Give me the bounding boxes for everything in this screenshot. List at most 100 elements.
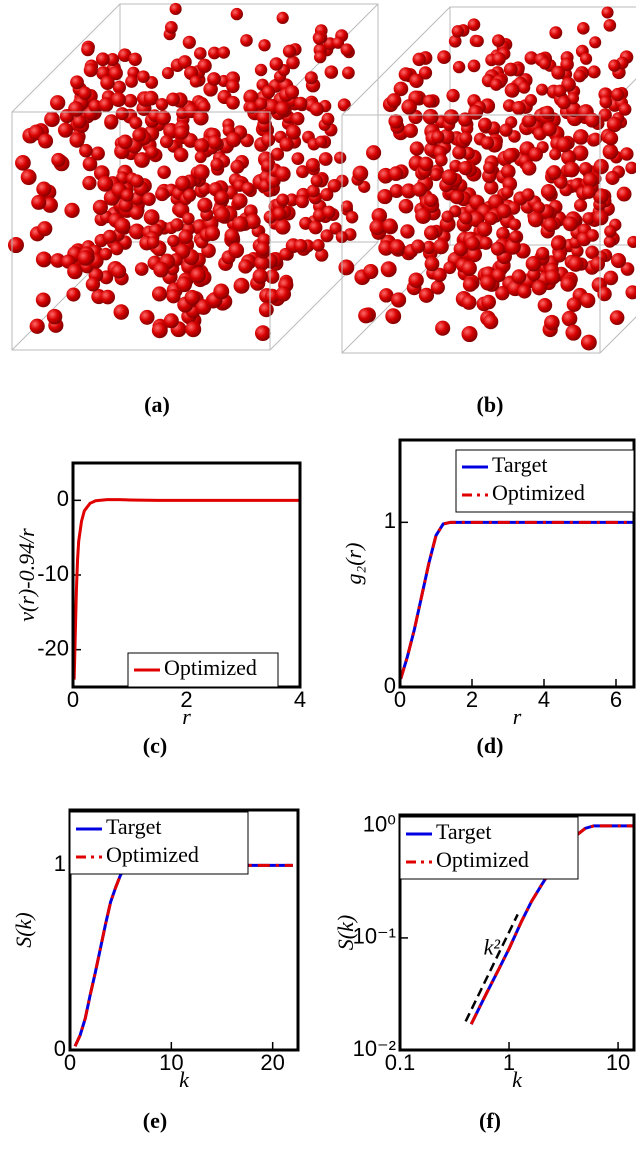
particle (578, 162, 593, 176)
particle (511, 100, 526, 116)
particle (412, 52, 426, 67)
particle (403, 123, 418, 139)
particle (465, 236, 480, 251)
particle (293, 238, 308, 253)
particle (503, 62, 518, 77)
particle (358, 307, 374, 324)
particle (603, 131, 619, 146)
particle (484, 211, 498, 226)
particle (602, 143, 619, 160)
particle (366, 145, 382, 161)
particle (214, 206, 231, 223)
particle (458, 161, 473, 176)
particle (194, 47, 207, 60)
panel-caption: (f) (479, 1108, 501, 1133)
particle (388, 166, 404, 181)
particle (132, 128, 147, 143)
particle (457, 112, 473, 127)
particle (224, 228, 240, 243)
particle (431, 130, 445, 144)
particle (153, 261, 169, 278)
legend-label: Optimized (164, 655, 257, 680)
particle (50, 253, 66, 268)
particle (238, 259, 253, 274)
legend: Target Optimized (455, 449, 635, 513)
particle (441, 210, 454, 223)
particle (175, 175, 191, 191)
y-tick-label: 10⁻¹ (353, 924, 396, 949)
x-tick-label: 10 (606, 1050, 630, 1075)
legend-box (69, 811, 249, 875)
y-tick-label: 0 (384, 673, 396, 698)
particle (480, 136, 495, 150)
particle (432, 267, 447, 283)
particle (471, 35, 484, 48)
particle (197, 100, 211, 114)
particle (321, 112, 335, 126)
particle (265, 269, 280, 284)
particle (422, 240, 436, 255)
particle (228, 242, 245, 259)
particle (409, 141, 425, 156)
particle (294, 96, 308, 110)
particle (68, 101, 84, 117)
particle (508, 218, 522, 231)
y-tick-label: 1 (54, 851, 66, 876)
particle (155, 110, 171, 126)
particle (544, 314, 560, 331)
particle (492, 34, 505, 48)
particle (424, 256, 440, 272)
particle (618, 102, 632, 116)
panel-caption: (a) (144, 392, 170, 417)
particle (105, 52, 120, 67)
particle (166, 289, 181, 304)
legend-label: Target (492, 452, 547, 477)
particle (573, 198, 588, 212)
particle-render (7, 2, 379, 351)
particle (296, 165, 310, 179)
particle (509, 230, 522, 243)
particle (225, 132, 242, 148)
particle (36, 181, 52, 197)
particle (7, 237, 24, 254)
particle (204, 225, 221, 241)
y-tick-label: -20 (37, 635, 69, 660)
particle (544, 269, 561, 285)
box-edge (599, 316, 636, 354)
particle (169, 2, 182, 16)
panel-caption: (b) (477, 392, 504, 417)
particle (588, 132, 602, 146)
particle (82, 156, 98, 172)
particle (584, 112, 600, 128)
particle (240, 34, 253, 47)
particle (213, 283, 230, 300)
particle (275, 101, 290, 117)
particle (142, 192, 156, 206)
particle (151, 286, 168, 302)
particle (603, 270, 619, 286)
particle (586, 229, 599, 242)
particle (254, 63, 268, 77)
y-tick-label: 0 (54, 1036, 66, 1061)
particle (587, 65, 601, 79)
particle (178, 229, 193, 245)
particle (461, 260, 477, 276)
particle (480, 274, 496, 291)
particle (194, 151, 207, 164)
particle (572, 145, 589, 162)
particle (382, 218, 398, 233)
y-tick-label: 10⁻² (353, 1036, 396, 1061)
particle (585, 245, 599, 260)
particle (553, 84, 567, 98)
particle (182, 35, 196, 49)
particle (418, 66, 433, 80)
particle (398, 67, 413, 82)
x-tick-label: 2 (466, 687, 478, 712)
particle (499, 123, 513, 137)
particle (418, 287, 435, 303)
particle (174, 125, 189, 140)
particle (232, 193, 248, 209)
particle (522, 113, 537, 128)
particle (424, 225, 439, 241)
particle (342, 66, 355, 80)
